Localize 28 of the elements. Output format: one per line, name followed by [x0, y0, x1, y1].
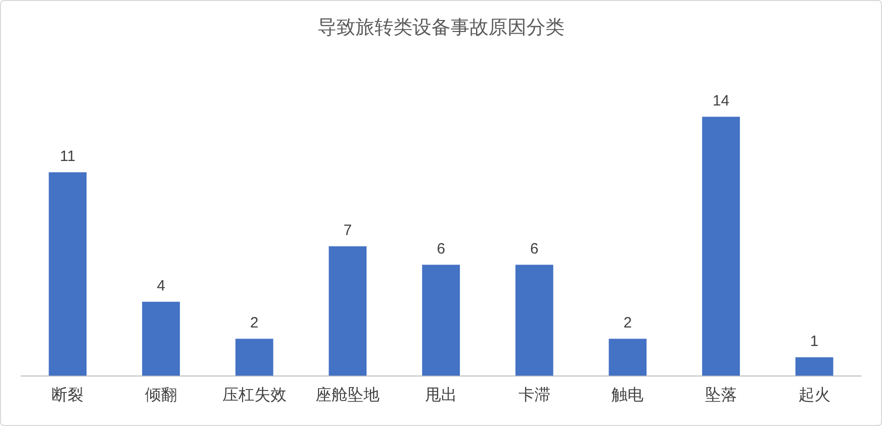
x-tick-label: 起火 [798, 386, 830, 404]
data-label: 2 [623, 314, 632, 332]
x-tick-label: 断裂 [52, 386, 84, 404]
data-label: 1 [810, 332, 819, 350]
bar [142, 302, 180, 376]
bar [515, 264, 554, 376]
data-label: 2 [250, 314, 259, 332]
bar [328, 246, 367, 376]
bar [795, 357, 834, 376]
x-tick-label: 倾翻 [145, 386, 177, 404]
x-tick-label: 触电 [612, 386, 644, 404]
x-tick-label: 压杠失效 [222, 386, 286, 404]
data-label: 6 [436, 240, 446, 258]
x-tick-label: 座舱坠地 [316, 386, 380, 404]
data-label: 7 [343, 222, 352, 239]
data-label: 6 [530, 240, 539, 258]
x-tick-label: 卡滞 [518, 386, 550, 404]
bar [422, 264, 460, 376]
x-tick-label: 甩出 [425, 386, 457, 404]
data-label: 11 [60, 148, 76, 165]
chart-title: 导致旅转类设备事故原因分类 [318, 18, 564, 39]
bar [608, 338, 647, 376]
bar [702, 116, 740, 376]
bar [48, 172, 87, 376]
data-label: 4 [156, 277, 166, 294]
data-label: 14 [712, 92, 730, 110]
bar [235, 338, 274, 376]
x-tick-label: 坠落 [705, 386, 737, 404]
